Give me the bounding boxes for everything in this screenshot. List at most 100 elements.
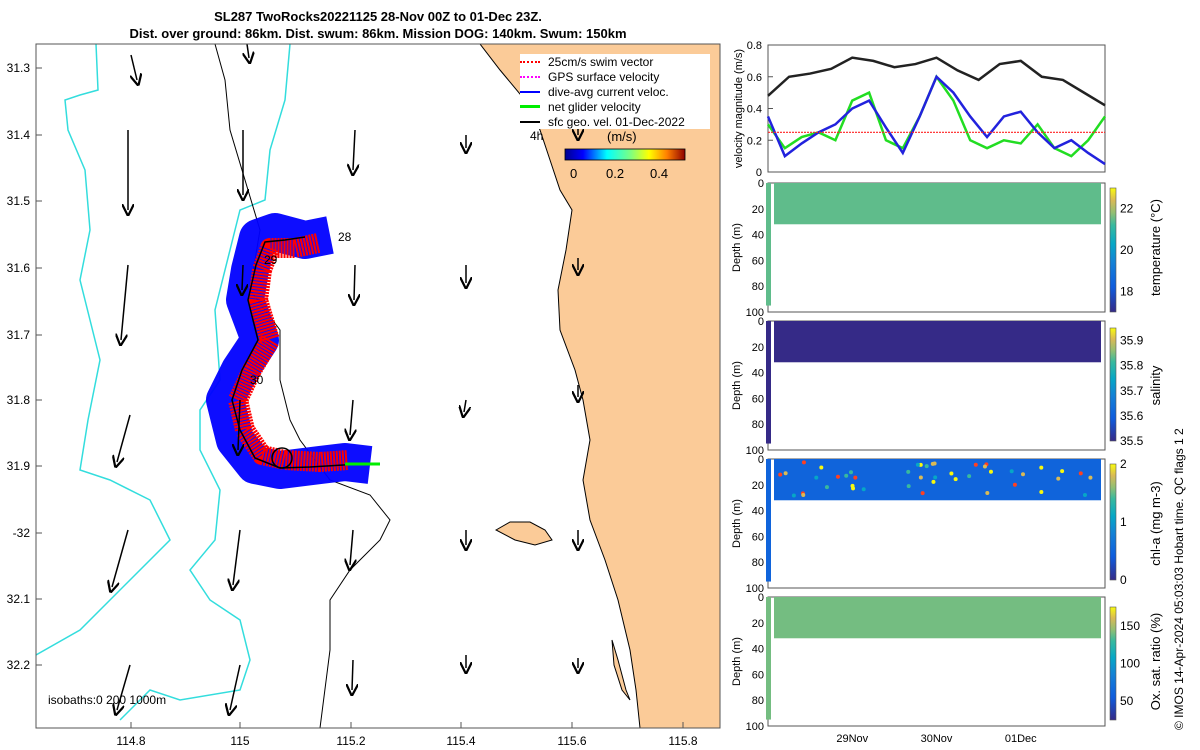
chl-a-sample-dot	[953, 477, 958, 482]
colorbar-tick: 50	[1120, 694, 1134, 708]
chl-a-sample-dot	[924, 464, 929, 469]
chl-a-sample-dot	[915, 462, 920, 467]
sfc-velocity-arrow	[131, 54, 137, 80]
day-label-4h: 4h	[530, 129, 543, 143]
chl-a-sample-dot	[801, 493, 806, 498]
sfc-velocity-arrow	[352, 659, 353, 690]
profile-data-column	[766, 321, 771, 444]
sfc-velocity-arrow	[117, 664, 131, 710]
velocity-y-label: velocity magnitude (m/s)	[733, 49, 745, 168]
depth-tick: 20	[752, 618, 764, 630]
colorbar-tick: 22	[1120, 202, 1134, 216]
velocity-y-tick: 0.2	[747, 135, 762, 147]
day-label-28: 28	[338, 230, 352, 244]
chl-a-sample-dot	[791, 493, 796, 498]
velocity-y-tick: 0.8	[747, 40, 762, 52]
legend-item-net: net glider velocity	[520, 99, 710, 114]
chl-a-sample-dot	[906, 469, 911, 474]
rottnest-island	[494, 521, 553, 546]
map-y-tick-label: 32.2	[7, 658, 31, 672]
velocity-series-line	[766, 74, 1106, 166]
speed-colorbar-tick-0: 0	[570, 166, 577, 181]
chart-title-line2: Dist. over ground: 86km. Dist. swum: 86k…	[129, 26, 627, 41]
day-label-29: 29	[264, 253, 278, 267]
chl-a-sample-dot	[819, 465, 824, 470]
map-y-tick-label: 31.3	[7, 61, 31, 75]
legend-item-gps: GPS surface velocity	[520, 69, 710, 84]
depth-tick: 20	[752, 342, 764, 354]
profile-colorbar	[1109, 606, 1117, 721]
sfc-velocity-arrow	[350, 529, 353, 565]
map-y-tick-label: 31.7	[7, 328, 31, 342]
colorbar-tick: 35.9	[1120, 334, 1144, 348]
chl-a-sample-dot	[988, 469, 993, 474]
profile-data-column	[766, 183, 771, 306]
sfc-velocity-arrow	[233, 529, 241, 585]
time-tick: 29Nov	[836, 733, 868, 745]
map-y-ticks: 31.3 31.4 31.5 31.6 31.7 31.8 31.9 -32 32.1 32.2	[7, 61, 42, 672]
legend-swatch	[520, 60, 540, 63]
sfc-velocity-arrow	[238, 399, 240, 450]
colorbar-label: temperature (°C)	[1148, 199, 1163, 296]
map-x-ticks: 114.8 115 115.2 115.4 115.6 115.8	[116, 722, 698, 748]
garden-island	[611, 639, 631, 701]
map-x-tick-label: 115.4	[446, 734, 475, 748]
time-tick: 01Dec	[1005, 733, 1037, 745]
colorbar-label: Ox. sat. ratio (%)	[1148, 613, 1163, 711]
depth-tick: 40	[752, 368, 764, 380]
time-tick: 30Nov	[921, 733, 953, 745]
chl-a-sample-dot	[853, 475, 858, 480]
chl-a-sample-dot	[906, 484, 911, 489]
chl-a-sample-dot	[949, 471, 954, 476]
colorbar-tick: 35.6	[1120, 409, 1144, 423]
chl-a-sample-dot	[930, 461, 935, 466]
speed-colorbar	[564, 148, 686, 161]
velocity-axes	[767, 44, 1106, 173]
sfc-velocity-arrow	[230, 664, 241, 710]
chl-a-sample-dot	[982, 464, 987, 469]
depth-tick: 100	[746, 445, 764, 457]
depth-tick: 60	[752, 393, 764, 405]
glider-track-current	[228, 233, 349, 472]
colorbar-tick: 35.8	[1120, 359, 1144, 373]
colorbar-tick: 0	[1120, 573, 1127, 587]
sfc-velocity-arrow	[117, 414, 131, 462]
depth-tick: 40	[752, 644, 764, 656]
chl-a-sample-dot	[835, 474, 840, 479]
chl-a-sample-dot	[933, 475, 938, 480]
colorbar-tick: 100	[1120, 657, 1140, 671]
sfc-velocity-arrow	[353, 129, 355, 170]
profile-colorbar	[1109, 463, 1117, 581]
colorbar-tick: 2	[1120, 457, 1127, 471]
sfc-velocity-arrow	[350, 399, 353, 435]
legend-swatch	[520, 120, 540, 123]
chl-a-sample-dot	[851, 486, 856, 491]
chl-a-sample-dot	[861, 487, 866, 492]
depth-tick: 60	[752, 531, 764, 543]
chl-a-sample-dot	[1078, 471, 1083, 476]
speed-colorbar-tick-2: 0.4	[650, 166, 668, 181]
map-y-tick-label: 31.8	[7, 393, 31, 407]
map-y-tick-label: 31.4	[7, 128, 31, 142]
velocity-y-tick: 0	[756, 167, 762, 179]
legend-swatch	[520, 90, 540, 93]
legend-swatch	[520, 75, 540, 78]
velocity-y-tick: 0.6	[747, 72, 762, 84]
speed-colorbar-tick-1: 0.2	[606, 166, 624, 181]
chl-a-sample-dot	[844, 473, 849, 478]
depth-tick: 20	[752, 480, 764, 492]
depth-tick: 0	[758, 178, 764, 190]
map-x-tick-label: 115	[230, 734, 249, 748]
sfc-velocity-arrow	[242, 264, 243, 290]
sfc-velocity-arrow	[121, 264, 129, 340]
depth-tick: 80	[752, 695, 764, 707]
legend-item-current: dive-avg current veloc.	[520, 84, 710, 99]
profile-colorbar	[1109, 187, 1117, 313]
depth-label: Depth (m)	[731, 499, 743, 548]
map-legend: 25cm/s swim vector GPS surface velocity …	[520, 54, 710, 129]
depth-label: Depth (m)	[731, 361, 743, 410]
day-label-30: 30	[250, 373, 264, 387]
profile-data-band	[774, 597, 1101, 639]
profile-data-column	[766, 597, 771, 720]
isobath-1000m	[36, 44, 171, 656]
